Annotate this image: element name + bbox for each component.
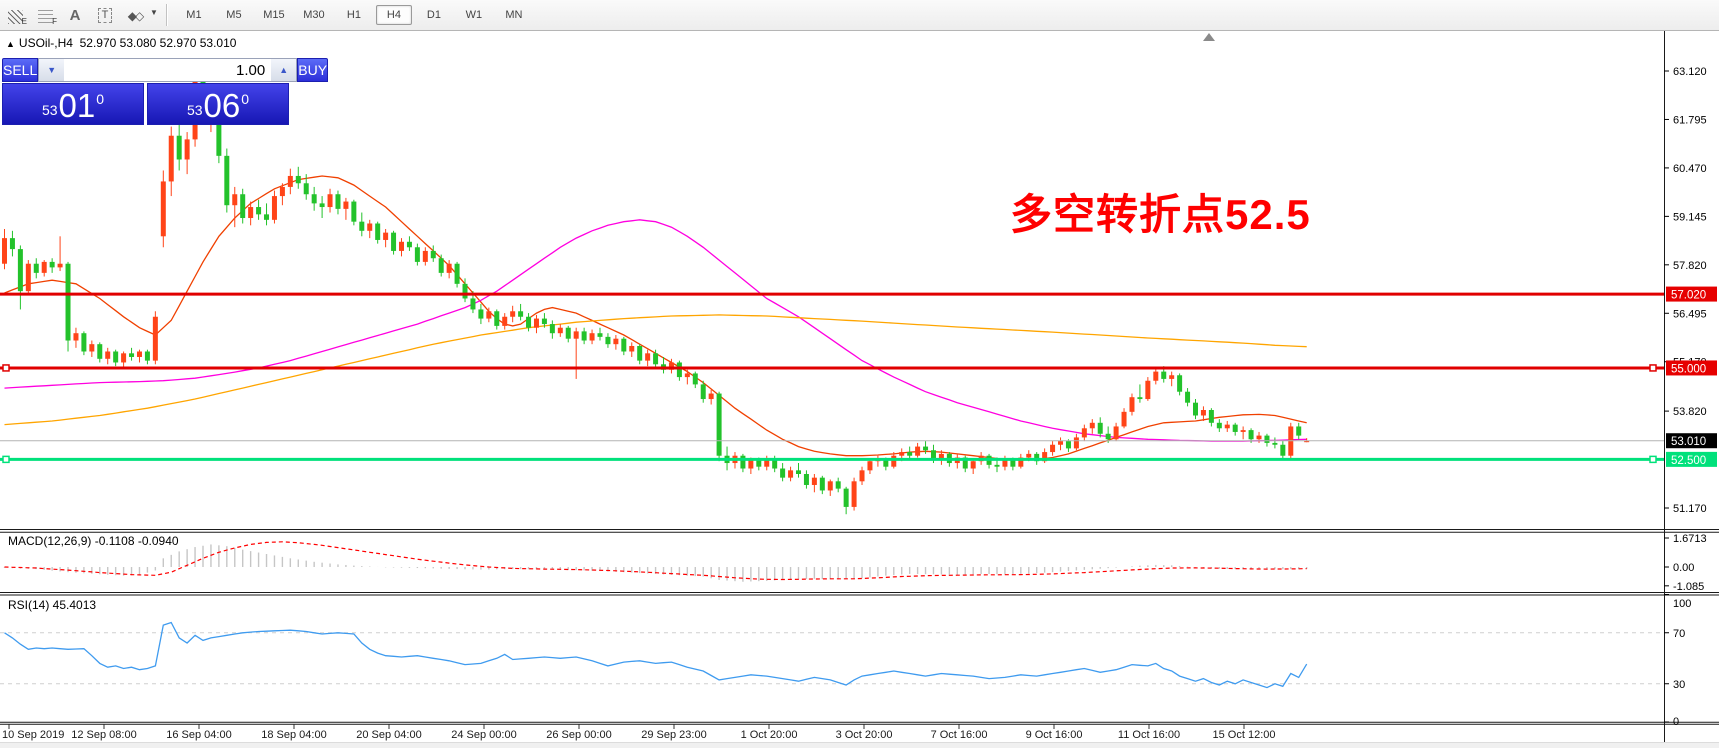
line-handle[interactable] xyxy=(1649,364,1657,372)
rsi-tick: 70 xyxy=(1673,628,1685,640)
price-label-box xyxy=(1666,433,1717,449)
macd-tick: 0.00 xyxy=(1673,562,1694,574)
fibonacci-tool-sub: F xyxy=(52,17,57,26)
timeframe-mn[interactable]: MN xyxy=(505,9,523,21)
price-tick: 59.145 xyxy=(1673,211,1707,223)
sell-price-sup: 0 xyxy=(96,91,105,107)
volume-increase-button[interactable]: ▲ xyxy=(271,59,297,81)
sell-price-big: 01 xyxy=(58,87,96,124)
price-label-box xyxy=(1666,360,1717,376)
toolbar: E F A T ◆◇ ▼ M1 M5 M15 M30 H1 H4 D1 W1 MN xyxy=(0,0,1719,31)
macd-tick: 1.6713 xyxy=(1673,533,1707,545)
ma-slow-line xyxy=(4,314,1307,426)
volume-decrease-button[interactable]: ▼ xyxy=(39,59,65,81)
symbol-header: ▲ USOil-,H4 52.970 53.080 52.970 53.010 xyxy=(6,36,236,50)
rsi-pane-header: RSI(14) 45.4013 xyxy=(8,598,97,612)
dotgrid-glyph xyxy=(37,10,53,23)
timeframe-m30[interactable]: M30 xyxy=(303,9,325,21)
line-handle[interactable] xyxy=(2,455,10,464)
rsi-tick: 100 xyxy=(1673,598,1691,610)
price-tick: 53.820 xyxy=(1673,406,1707,418)
buy-button[interactable]: BUY xyxy=(297,58,329,82)
time-label: 10 Sep 2019 xyxy=(2,729,64,741)
text-tool-icon[interactable]: A xyxy=(62,4,88,26)
price-label-box xyxy=(1666,451,1717,467)
buy-price-big: 06 xyxy=(203,87,241,124)
letter-t-glyph: T xyxy=(97,8,113,23)
price-tick: 63.120 xyxy=(1673,66,1707,78)
time-label: 16 Sep 04:00 xyxy=(166,729,231,741)
time-label: 1 Oct 20:00 xyxy=(741,729,798,741)
ma-mid-line xyxy=(4,219,1307,442)
time-label: 3 Oct 20:00 xyxy=(836,729,893,741)
text-label-tool-icon[interactable]: T xyxy=(92,4,118,26)
ohlc-values: 52.970 53.080 52.970 53.010 xyxy=(79,36,237,50)
price-tick: 56.495 xyxy=(1673,308,1707,320)
rsi-tick: 30 xyxy=(1673,679,1685,691)
price-label-text: 55.000 xyxy=(1671,363,1706,375)
arrows-glyph: ◆◇ xyxy=(127,9,145,23)
price-tick: 57.820 xyxy=(1673,260,1707,272)
time-label: 15 Oct 12:00 xyxy=(1213,729,1276,741)
rsi-tick: 0 xyxy=(1673,716,1679,728)
toolbar-separator xyxy=(165,4,168,26)
price-tick: 51.170 xyxy=(1673,503,1707,515)
time-label: 24 Sep 00:00 xyxy=(451,729,516,741)
time-label: 18 Sep 04:00 xyxy=(261,729,326,741)
price-tick: 60.470 xyxy=(1673,163,1707,175)
price-label-text: 53.010 xyxy=(1671,436,1706,448)
chart-text-annotation: 多空转折点52.5 xyxy=(1010,191,1311,238)
letter-a-glyph: A xyxy=(69,7,81,24)
sell-price-button[interactable]: 53 01 0 xyxy=(2,83,144,125)
line-handle[interactable] xyxy=(1649,455,1657,464)
volume-stepper: ▼ ▲ xyxy=(38,58,298,82)
channel-tool-sub: E xyxy=(21,17,27,26)
time-label: 9 Oct 16:00 xyxy=(1026,729,1083,741)
candles xyxy=(2,64,1310,515)
volume-input[interactable] xyxy=(64,59,272,81)
chart-shift-icon[interactable] xyxy=(1203,33,1215,41)
hatch-glyph xyxy=(7,10,23,24)
time-label: 12 Sep 08:00 xyxy=(71,729,136,741)
sell-price-small: 53 xyxy=(41,102,58,118)
timeframe-m15[interactable]: M15 xyxy=(263,9,285,21)
buy-price-sup: 0 xyxy=(241,91,250,107)
timeframe-m1[interactable]: M1 xyxy=(186,9,202,21)
bottom-scrollbar[interactable] xyxy=(0,742,1719,748)
price-label-text: 57.020 xyxy=(1671,290,1706,302)
timeframe-h1[interactable]: H1 xyxy=(346,9,361,21)
sell-button[interactable]: SELL xyxy=(2,58,39,82)
price-tick: 61.795 xyxy=(1673,114,1707,126)
timeframe-m5[interactable]: M5 xyxy=(226,9,242,21)
timeframe-bar: M1 M5 M15 M30 H1 H4 D1 W1 MN xyxy=(174,5,534,25)
macd-pane-header: MACD(12,26,9) -0.1108 -0.0940 xyxy=(8,534,179,548)
time-label: 29 Sep 23:00 xyxy=(641,729,706,741)
time-label: 26 Sep 00:00 xyxy=(546,729,611,741)
time-label: 20 Sep 04:00 xyxy=(356,729,421,741)
arrows-tool-icon[interactable]: ◆◇ xyxy=(122,4,148,26)
buy-price-button[interactable]: 53 06 0 xyxy=(147,83,289,125)
channel-tool-icon[interactable]: E xyxy=(2,4,28,26)
time-label: 11 Oct 16:00 xyxy=(1118,729,1180,741)
symbol-label: USOil-,H4 xyxy=(18,36,73,50)
chevron-down-icon[interactable]: ▼ xyxy=(150,7,158,17)
rsi-line xyxy=(4,621,1308,689)
timeframe-h4[interactable]: H4 xyxy=(375,5,412,25)
line-handle[interactable] xyxy=(2,364,10,372)
buy-price-small: 53 xyxy=(186,102,203,118)
timeframe-w1[interactable]: W1 xyxy=(465,9,483,21)
price-label-text: 52.500 xyxy=(1671,455,1706,467)
macd-tick: -1.085 xyxy=(1673,581,1704,593)
collapse-panel-icon[interactable]: ▲ xyxy=(6,39,15,49)
price-label-box xyxy=(1666,286,1717,302)
fibonacci-tool-icon[interactable]: F xyxy=(32,4,58,26)
timeframe-d1[interactable]: D1 xyxy=(426,9,441,21)
time-label: 7 Oct 16:00 xyxy=(931,729,988,741)
macd-signal-line xyxy=(4,541,1307,581)
